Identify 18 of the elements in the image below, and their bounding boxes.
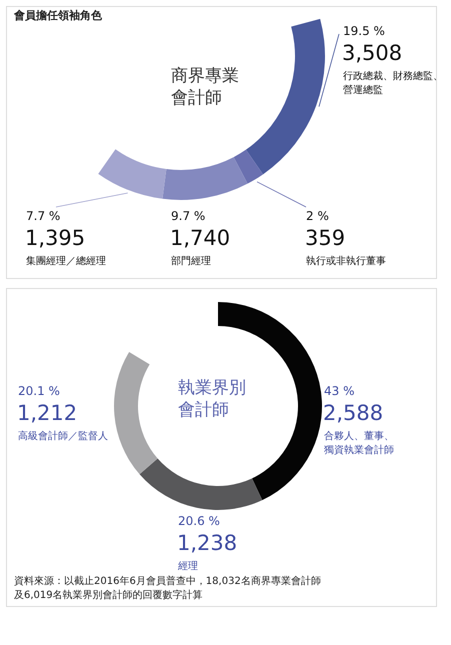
text: 執業界別會計師 [178,378,246,420]
slice-label: 經理 [177,561,198,572]
text: 會員擔任領袖角色 [13,9,103,22]
data-label: 19.5 % 3,508 [342,24,402,65]
slice-label: 執行或非執行董事 [306,255,386,267]
data-label: 9.7 % 1,740 [170,209,230,250]
slice-label: 部門經理 [171,255,211,267]
slice-label: 高級會計師／監督人 [18,430,108,442]
text: 商界專業會計師 [171,66,239,108]
data-label: 20.6 % 1,238 [177,514,238,555]
slice-label: 合夥人、董事、獨資執業會計師 [324,430,394,456]
source-note: 資料來源：以截止2016年6月會員普查中，18,032名商界專業會計師及6,019名執業界別會計師的回覆數字計算 [14,575,321,601]
data-label: 7.7 % 1,395 [25,209,86,250]
data-label: 43 % 2,588 [323,384,384,425]
data-label: 2 % 359 [305,209,346,250]
data-label: 20.1 % 1,212 [17,384,78,425]
slice-label: 行政總裁、財務總監、營運總監 [343,70,443,96]
slice-label: 集團經理／總經理 [26,255,106,267]
